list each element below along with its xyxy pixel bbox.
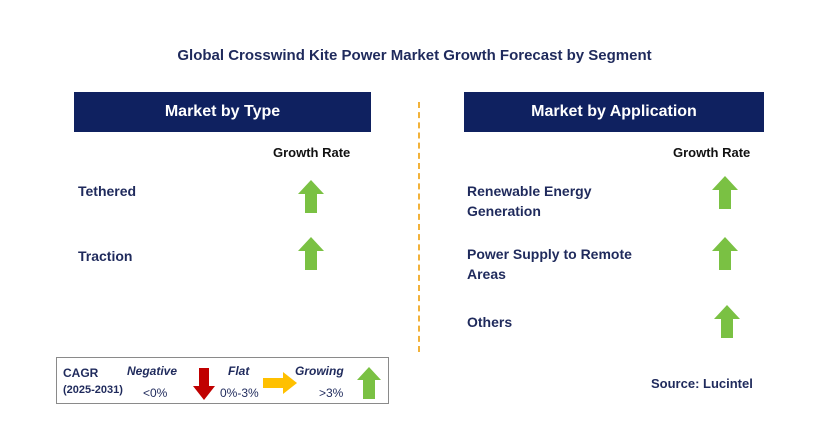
- down-arrow-icon: [193, 368, 215, 400]
- panel-divider: [418, 102, 420, 352]
- application-row-others-label: Others: [467, 314, 513, 330]
- application-growth-rate-label: Growth Rate: [673, 145, 751, 160]
- application-row-remote-areas-label: Power Supply to Remote Areas: [467, 246, 632, 282]
- up-arrow-icon: [712, 237, 738, 270]
- legend-growing-range: >3%: [319, 386, 344, 400]
- up-arrow-icon: [357, 367, 381, 399]
- up-arrow-icon: [712, 176, 738, 209]
- legend-negative-label: Negative: [127, 364, 178, 378]
- legend-period: (2025-2031): [63, 384, 123, 396]
- market-by-type-header: Market by Type: [74, 92, 371, 132]
- legend-flat-range: 0%-3%: [220, 386, 259, 400]
- source-label: Source: Lucintel: [651, 376, 753, 391]
- up-arrow-icon: [298, 180, 324, 213]
- up-arrow-icon: [298, 237, 324, 270]
- type-row-traction-label: Traction: [78, 248, 133, 264]
- application-row-renewable-label: Renewable Energy Generation: [467, 183, 592, 219]
- market-by-application-header: Market by Application: [464, 92, 764, 132]
- type-row-tethered-label: Tethered: [78, 183, 137, 199]
- right-arrow-icon: [263, 372, 297, 394]
- cagr-legend: CAGR (2025-2031) Negative <0% Flat 0%-3%…: [56, 357, 389, 404]
- up-arrow-icon: [714, 305, 740, 338]
- type-growth-rate-label: Growth Rate: [273, 145, 351, 160]
- legend-cagr-label: CAGR: [63, 366, 99, 380]
- legend-negative-range: <0%: [143, 386, 168, 400]
- legend-growing-label: Growing: [295, 364, 344, 378]
- page-title: Global Crosswind Kite Power Market Growt…: [177, 47, 652, 64]
- legend-flat-label: Flat: [228, 364, 250, 378]
